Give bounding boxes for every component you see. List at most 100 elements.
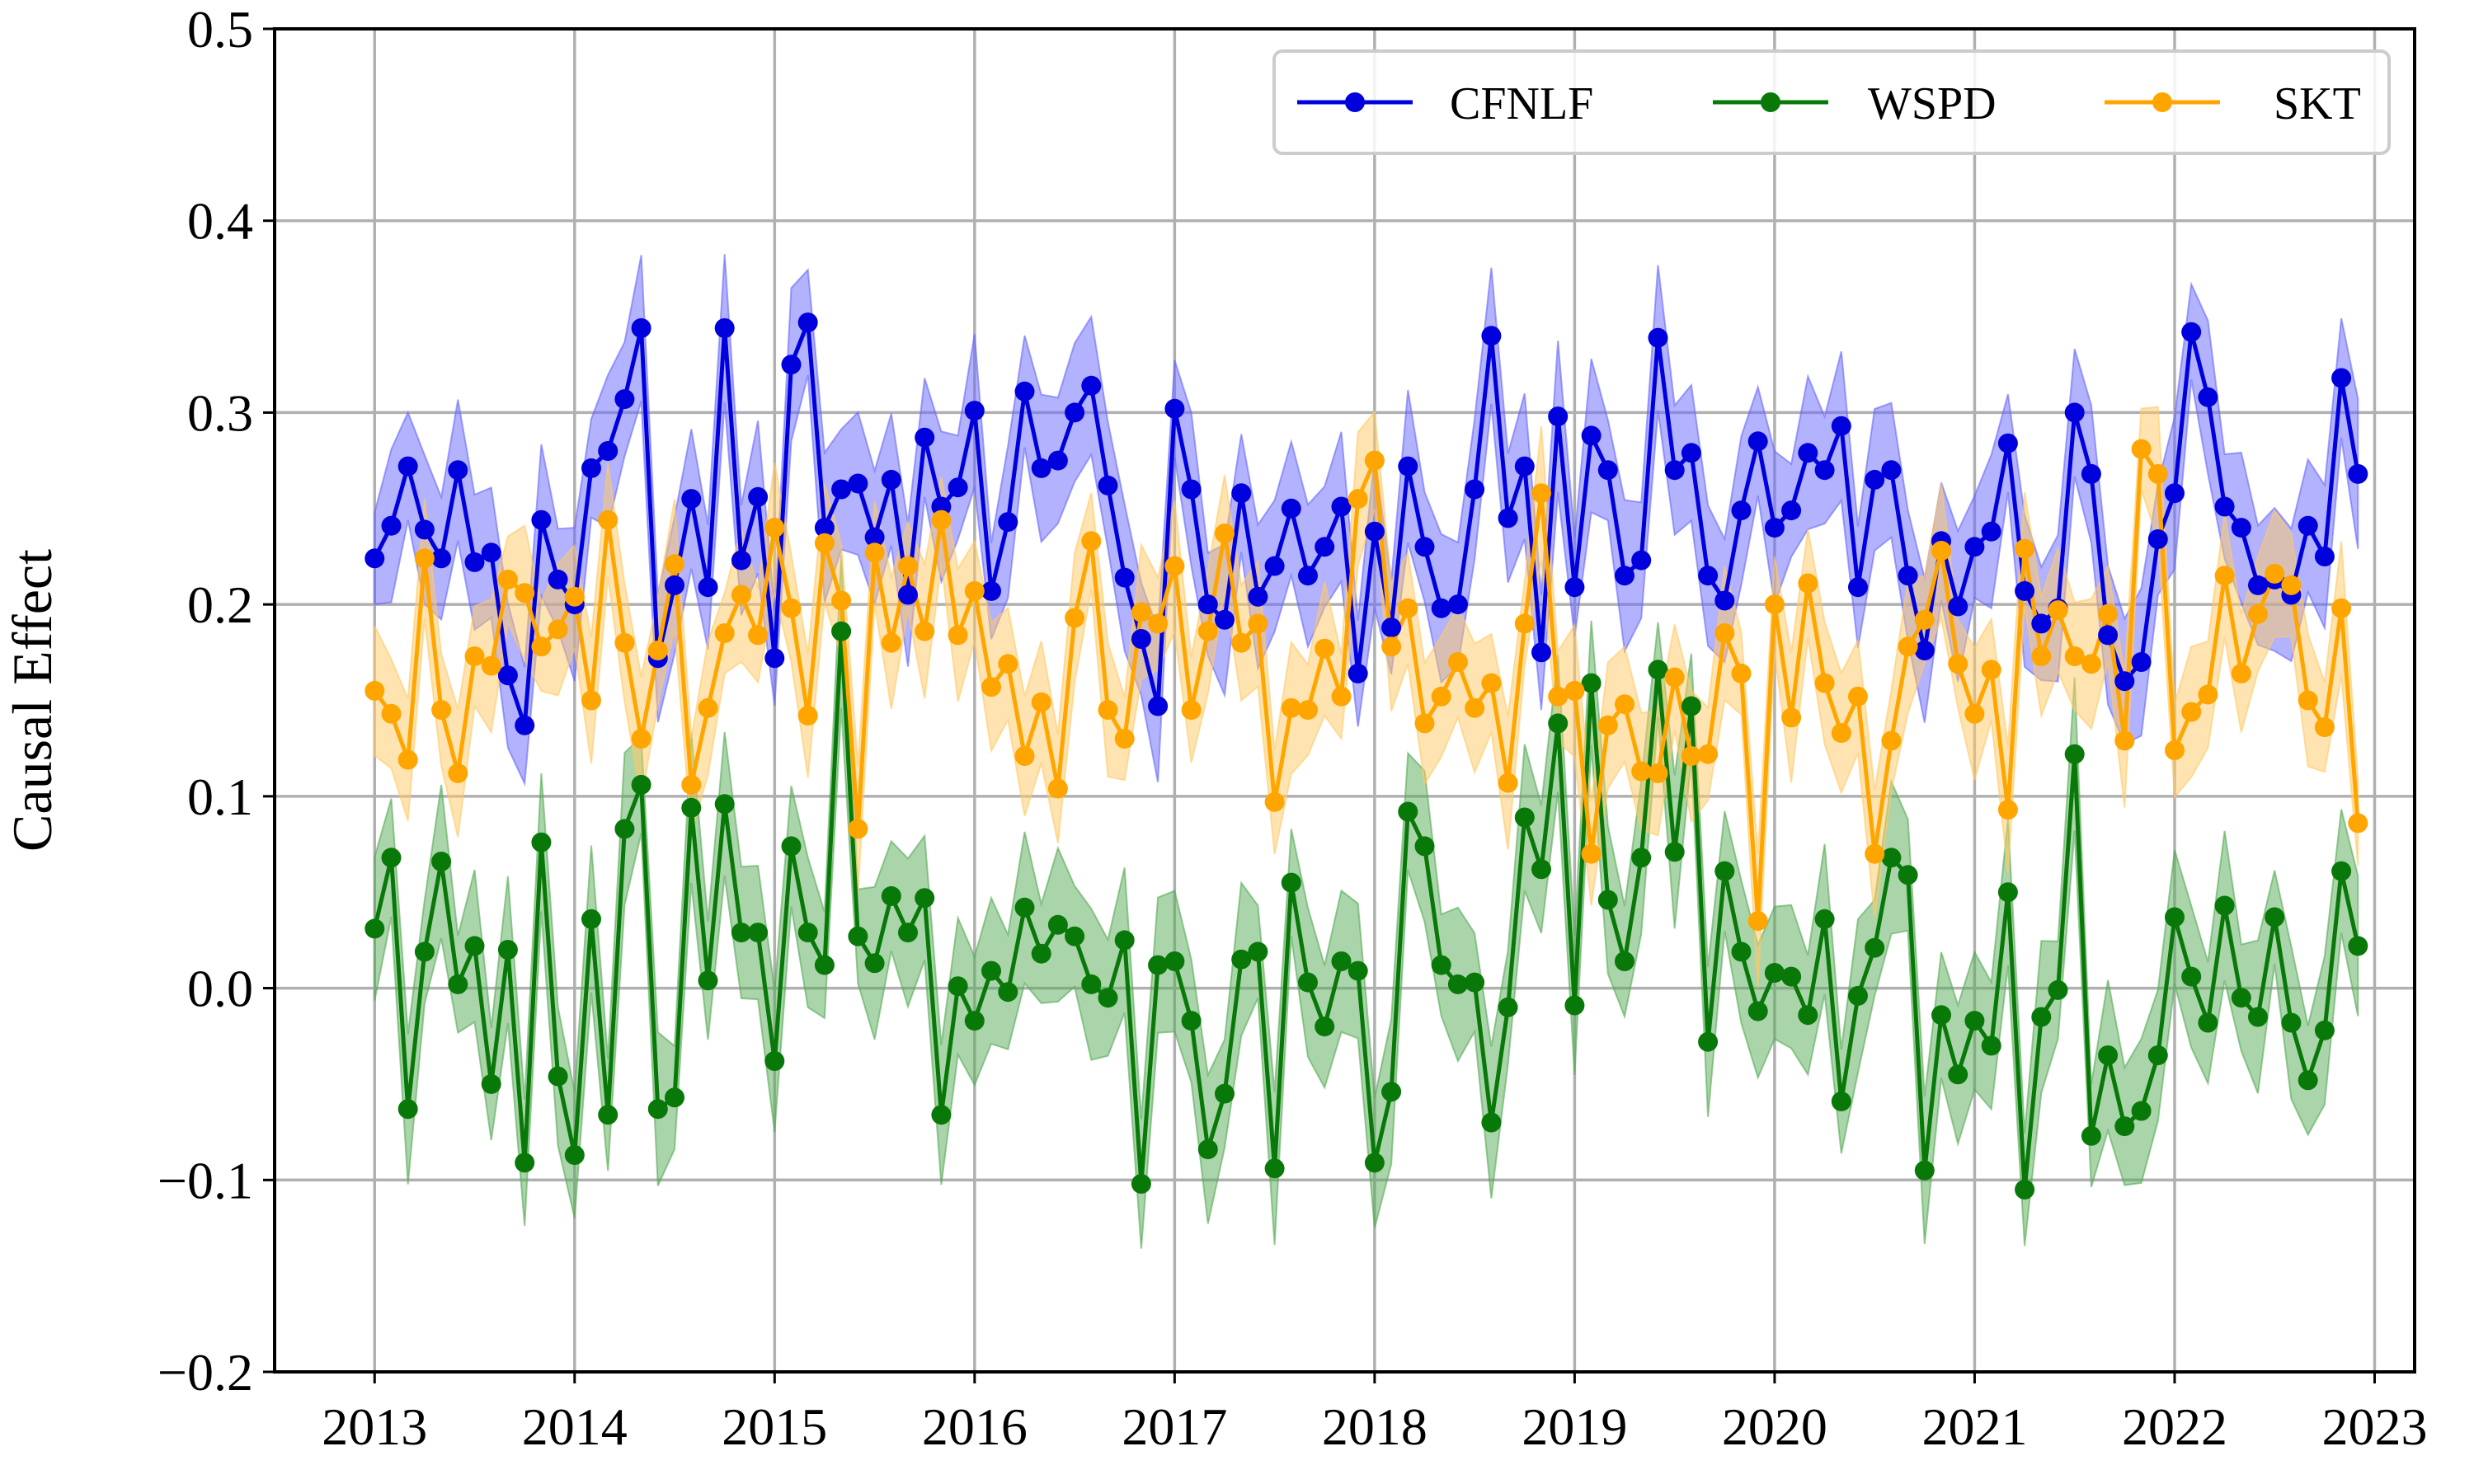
point-wspd: [1114, 930, 1135, 951]
point-wspd: [915, 888, 935, 909]
point-wspd: [365, 918, 385, 939]
point-cfnlf: [1648, 327, 1668, 348]
point-wspd: [1681, 696, 1701, 716]
point-wspd: [2248, 1007, 2268, 1027]
point-skt: [1264, 791, 1285, 812]
point-skt: [915, 621, 935, 641]
point-wspd: [1564, 995, 1585, 1016]
point-wspd: [1615, 951, 1634, 971]
point-cfnlf: [1781, 500, 1802, 521]
point-cfnlf: [2081, 463, 2101, 484]
point-skt: [365, 680, 385, 701]
point-wspd: [1248, 942, 1268, 962]
point-cfnlf: [1548, 406, 1569, 427]
point-wspd: [1065, 926, 1085, 946]
point-skt: [448, 763, 468, 783]
point-wspd: [448, 974, 468, 994]
point-wspd: [898, 923, 918, 943]
point-cfnlf: [414, 519, 435, 540]
point-skt: [814, 533, 835, 553]
y-tick-label: 0.5: [187, 0, 253, 59]
point-skt: [647, 641, 668, 660]
x-tick-label: 2015: [722, 1397, 827, 1456]
point-skt: [998, 654, 1018, 674]
band-cfnlf: [374, 254, 2359, 787]
x-tick-label: 2017: [1122, 1397, 1227, 1456]
point-wspd: [1215, 1083, 1235, 1104]
point-wspd: [1414, 836, 1435, 857]
point-skt: [1398, 598, 1418, 618]
point-cfnlf: [1964, 537, 1985, 557]
point-wspd: [1631, 848, 1652, 868]
point-skt: [1648, 763, 1668, 783]
point-skt: [481, 655, 501, 676]
point-skt: [1364, 450, 1385, 471]
point-skt: [1431, 686, 1451, 707]
point-cfnlf: [1714, 590, 1735, 611]
point-wspd: [548, 1066, 568, 1087]
point-wspd: [647, 1099, 668, 1120]
point-cfnlf: [1014, 381, 1035, 402]
point-skt: [1315, 638, 1335, 659]
point-skt: [1298, 700, 1318, 721]
point-cfnlf: [898, 585, 918, 605]
point-wspd: [998, 982, 1018, 1003]
point-cfnlf: [548, 569, 568, 589]
point-cfnlf: [1148, 696, 1169, 716]
point-cfnlf: [831, 479, 852, 500]
point-cfnlf: [2331, 368, 2352, 388]
point-wspd: [2048, 979, 2068, 1000]
point-wspd: [814, 955, 835, 975]
line-skt: [373, 447, 2360, 923]
point-cfnlf: [1948, 596, 1968, 617]
legend-marker-wspd: [1761, 92, 1780, 112]
point-skt: [431, 700, 452, 721]
point-cfnlf: [731, 550, 751, 571]
point-cfnlf: [998, 512, 1018, 533]
point-wspd: [1731, 942, 1752, 962]
point-wspd: [1047, 914, 1068, 935]
point-skt: [1597, 715, 1618, 735]
point-wspd: [698, 970, 718, 991]
point-skt: [614, 632, 635, 653]
point-wspd: [665, 1087, 684, 1108]
point-cfnlf: [1865, 469, 1885, 490]
point-wspd: [1098, 988, 1118, 1008]
point-skt: [881, 632, 901, 653]
x-tick-label: 2022: [2122, 1397, 2227, 1456]
point-cfnlf: [915, 427, 935, 448]
point-cfnlf: [1398, 456, 1418, 477]
point-wspd: [731, 923, 751, 943]
point-skt: [2231, 663, 2251, 683]
y-tick-label: 0.4: [187, 192, 253, 251]
point-wspd: [1231, 949, 1252, 970]
point-wspd: [1081, 974, 1102, 994]
point-skt: [1848, 686, 1868, 707]
point-skt: [2081, 654, 2101, 674]
point-cfnlf: [1231, 483, 1252, 504]
line-wspd: [372, 629, 2360, 1192]
point-skt: [1914, 609, 1935, 630]
point-cfnlf: [1831, 416, 1851, 436]
point-skt: [2331, 598, 2352, 618]
point-skt: [2214, 566, 2235, 586]
point-wspd: [1315, 1017, 1335, 1037]
point-cfnlf: [2015, 580, 2035, 601]
point-wspd: [864, 953, 885, 974]
point-wspd: [614, 819, 635, 839]
point-cfnlf: [1131, 629, 1151, 649]
point-wspd: [1514, 807, 1535, 828]
point-wspd: [1948, 1064, 1968, 1085]
point-skt: [1331, 686, 1352, 707]
point-cfnlf: [797, 312, 818, 333]
point-wspd: [2114, 1116, 2135, 1137]
point-skt: [2015, 538, 2035, 559]
point-cfnlf: [1731, 500, 1752, 521]
point-cfnlf: [681, 489, 702, 510]
point-cfnlf: [2248, 575, 2268, 595]
point-cfnlf: [948, 477, 968, 498]
point-cfnlf: [1215, 609, 1235, 630]
point-cfnlf: [1564, 577, 1585, 598]
point-cfnlf: [1597, 460, 1618, 481]
point-skt: [1548, 686, 1569, 707]
